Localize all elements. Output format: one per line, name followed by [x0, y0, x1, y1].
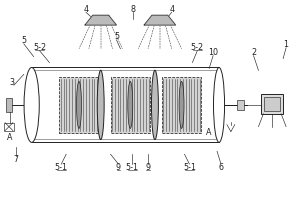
Ellipse shape — [24, 67, 39, 142]
Text: A: A — [7, 133, 13, 142]
Text: 5-1: 5-1 — [126, 163, 139, 172]
Bar — [59, 77, 99, 133]
Text: 5-2: 5-2 — [191, 43, 204, 52]
Text: 9: 9 — [116, 163, 121, 172]
Text: 1: 1 — [284, 40, 289, 49]
Text: 6: 6 — [218, 163, 224, 172]
Text: 5: 5 — [114, 32, 119, 41]
Bar — [264, 97, 280, 111]
Polygon shape — [85, 15, 116, 25]
Text: 5-2: 5-2 — [33, 43, 46, 52]
Text: A: A — [206, 128, 212, 137]
Ellipse shape — [76, 81, 82, 128]
Bar — [111, 77, 150, 133]
Text: 5-1: 5-1 — [55, 163, 68, 172]
Text: 10: 10 — [208, 48, 218, 57]
Bar — [237, 100, 244, 110]
Text: 4: 4 — [83, 5, 88, 14]
Text: 7: 7 — [13, 155, 19, 164]
Ellipse shape — [97, 70, 104, 140]
Text: 4: 4 — [169, 5, 174, 14]
Ellipse shape — [214, 67, 224, 142]
Text: 9: 9 — [146, 163, 151, 172]
Text: 3: 3 — [9, 78, 14, 87]
Text: 8: 8 — [131, 5, 136, 14]
Ellipse shape — [128, 81, 133, 128]
Text: 5: 5 — [21, 36, 26, 45]
Text: 5-1: 5-1 — [183, 163, 196, 172]
Ellipse shape — [179, 81, 184, 128]
Bar — [162, 77, 201, 133]
Bar — [261, 94, 283, 114]
Polygon shape — [144, 15, 176, 25]
Bar — [4, 123, 14, 131]
Ellipse shape — [152, 70, 158, 140]
Text: 2: 2 — [251, 48, 256, 57]
Bar — [6, 98, 12, 112]
